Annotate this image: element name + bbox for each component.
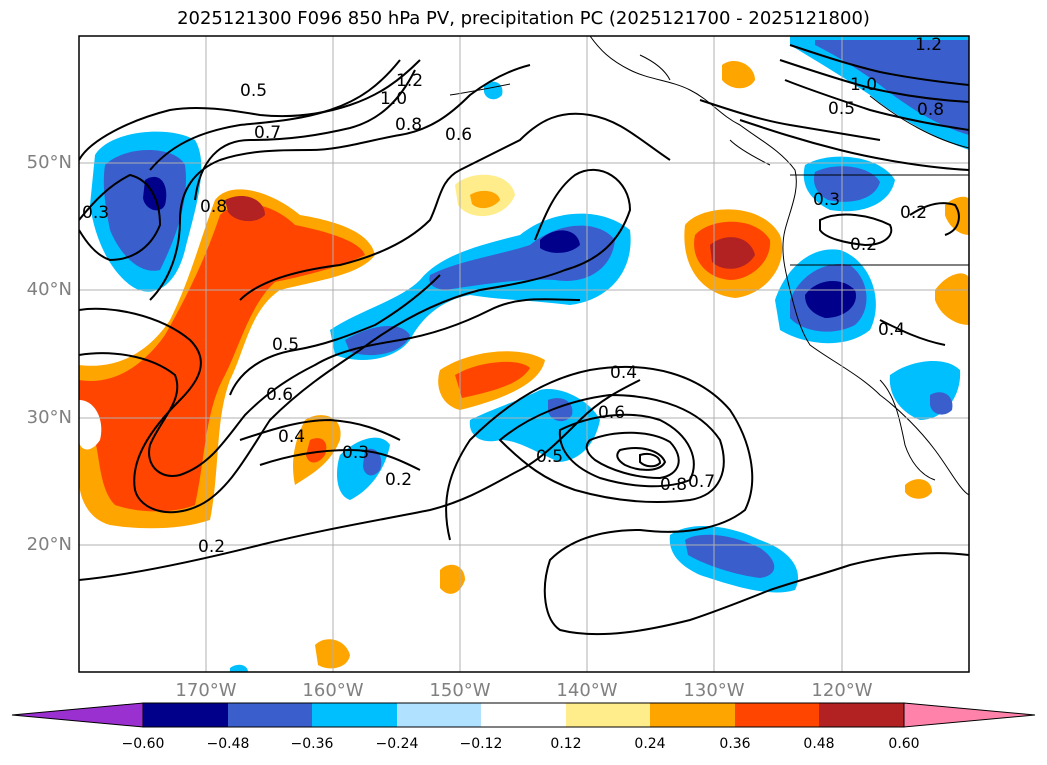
- contour-label: 0.8: [200, 197, 227, 217]
- contour-label: 0.7: [688, 472, 715, 492]
- contour-label: 0.8: [660, 475, 687, 495]
- colorbar-segment: [228, 703, 312, 727]
- coastlines: [449, 36, 969, 496]
- lon-label: 140°W: [556, 680, 618, 701]
- lon-label: 130°W: [683, 680, 745, 701]
- contour-label: 0.5: [536, 447, 563, 467]
- contour-label: 0.2: [900, 203, 927, 223]
- contour-label: 0.3: [82, 203, 109, 223]
- lat-label: 40°N: [26, 279, 72, 300]
- colorbar-tick: 0.48: [803, 736, 835, 752]
- contour-label: 0.5: [240, 81, 267, 101]
- contour-label: 0.5: [828, 99, 855, 119]
- pv-contours: [79, 44, 969, 636]
- gridlines: [79, 36, 969, 672]
- colorbar-extend-max: [903, 702, 1036, 728]
- colorbar-extend-min: [11, 702, 144, 728]
- colorbar-tick: −0.36: [290, 736, 334, 752]
- colorbar-tick: −0.12: [459, 736, 503, 752]
- colorbar-tick: −0.24: [375, 736, 419, 752]
- contour-label: 0.4: [878, 320, 905, 340]
- lon-label: 170°W: [175, 680, 237, 701]
- lon-label: 120°W: [811, 680, 873, 701]
- contour-label: 0.6: [266, 385, 293, 405]
- contour-label: 0.8: [917, 100, 944, 120]
- contour-label: 1.0: [850, 75, 877, 95]
- colorbar-segment: [143, 703, 228, 727]
- contour-label: 0.8: [395, 115, 422, 135]
- colorbar-segment: [735, 703, 819, 727]
- lon-label: 150°W: [429, 680, 491, 701]
- colorbar-segment: [481, 703, 566, 727]
- contour-label: 0.4: [610, 363, 637, 383]
- colorbar-segment: [566, 703, 650, 727]
- contour-label: 0.3: [342, 443, 369, 463]
- lat-label: 50°N: [26, 152, 72, 173]
- lat-label: 20°N: [26, 534, 72, 555]
- contour-label: 0.6: [598, 403, 625, 423]
- colorbar-tick: 0.60: [888, 736, 920, 752]
- contour-label: 0.2: [198, 537, 225, 557]
- colorbar-tick: 0.24: [634, 736, 666, 752]
- contour-label: 1.2: [396, 71, 423, 91]
- colorbar-tick: 0.12: [550, 736, 582, 752]
- colorbar-segment: [819, 703, 904, 727]
- contour-label: 0.3: [813, 190, 840, 210]
- contour-label: 0.2: [385, 470, 412, 490]
- lon-label: 160°W: [302, 680, 364, 701]
- colorbar-segment: [650, 703, 735, 727]
- contour-label: 0.2: [850, 235, 877, 255]
- colorbar-tick: −0.48: [206, 736, 250, 752]
- contour-label: 0.4: [278, 427, 305, 447]
- map-title: 2025121300 F096 850 hPa PV, precipitatio…: [177, 8, 870, 29]
- colorbar-segment: [312, 703, 397, 727]
- plot-frame: [78, 35, 970, 673]
- lat-label: 30°N: [26, 407, 72, 428]
- colorbar-tick: 0.36: [719, 736, 751, 752]
- colorbar: [11, 702, 1036, 728]
- colorbar-segment: [397, 703, 481, 727]
- contour-label: 0.7: [254, 123, 281, 143]
- colorbar-tick: −0.60: [121, 736, 165, 752]
- contour-label: 0.6: [445, 125, 472, 145]
- contour-label: 0.5: [272, 335, 299, 355]
- contour-label: 1.2: [915, 35, 942, 55]
- contour-label: 1.0: [380, 89, 407, 109]
- contour-labels: 0.5 0.7 0.8 0.3 1.0 1.2 0.6 0.8 1.2 1.0 …: [82, 35, 944, 557]
